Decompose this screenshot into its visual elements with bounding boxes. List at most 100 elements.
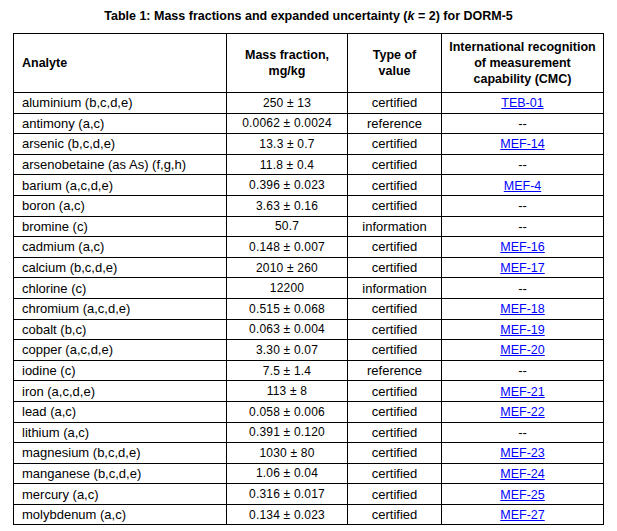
- analyte-cell: chlorine (c): [14, 278, 227, 299]
- type-of-value-cell: certified: [348, 175, 442, 196]
- table-row: aluminium (b,c,d,e)250 ± 13certified TEB-…: [14, 93, 604, 114]
- analyte-cell: barium (a,c,d,e): [14, 175, 227, 196]
- mass-fraction-cell: 7.5 ± 1.4: [227, 360, 348, 381]
- type-of-value-cell: certified: [348, 257, 442, 278]
- cmc-cell: MEF-18: [442, 298, 604, 319]
- mass-fraction-cell: 0.148 ± 0.007: [227, 237, 348, 258]
- cmc-link[interactable]: MEF-25: [500, 488, 544, 502]
- type-of-value-cell: certified: [348, 463, 442, 484]
- mass-fraction-cell: 0.396 ± 0.023: [227, 175, 348, 196]
- type-of-value-cell: certified: [348, 134, 442, 155]
- cmc-link[interactable]: MEF-16: [500, 240, 544, 254]
- cmc-cell: MEF-22: [442, 401, 604, 422]
- mass-fraction-cell: 0.515 ± 0.068: [227, 298, 348, 319]
- table-row: copper (a,c,d,e)3.30 ± 0.07certifiedMEF-…: [14, 340, 604, 361]
- mass-fraction-cell: 250 ± 13: [227, 93, 348, 114]
- cmc-cell: MEF-4: [442, 175, 604, 196]
- table-row: calcium (b,c,d,e)2010 ± 260certifiedMEF-…: [14, 257, 604, 278]
- cmc-cell: MEF-14: [442, 134, 604, 155]
- cmc-link[interactable]: MEF-21: [500, 385, 544, 399]
- cmc-cell: MEF-16: [442, 237, 604, 258]
- cmc-cell: MEF-23: [442, 443, 604, 464]
- mass-fraction-cell: 113 ± 8: [227, 381, 348, 402]
- analyte-cell: calcium (b,c,d,e): [14, 257, 227, 278]
- cmc-link[interactable]: MEF-23: [500, 446, 544, 460]
- table-row: bromine (c)50.7information--: [14, 216, 604, 237]
- analyte-cell: iron (a,c,d,e): [14, 381, 227, 402]
- table-row: barium (a,c,d,e)0.396 ± 0.023certified ME…: [14, 175, 604, 196]
- analyte-cell: cadmium (a,c): [14, 237, 227, 258]
- type-of-value-cell: certified: [348, 93, 442, 114]
- analyte-cell: bromine (c): [14, 216, 227, 237]
- cmc-link[interactable]: MEF-4: [504, 179, 542, 193]
- analyte-cell: lead (a,c): [14, 401, 227, 422]
- type-of-value-cell: certified: [348, 154, 442, 175]
- analyte-cell: manganese (b,c,d,e): [14, 463, 227, 484]
- cmc-link[interactable]: MEF-24: [500, 467, 544, 481]
- cmc-link[interactable]: MEF-18: [500, 302, 544, 316]
- type-of-value-cell: information: [348, 278, 442, 299]
- table-row: chromium (a,c,d,e)0.515 ± 0.068certified…: [14, 298, 604, 319]
- cmc-empty-marker: --: [442, 422, 604, 443]
- type-of-value-cell: reference: [348, 360, 442, 381]
- column-header-mass-fraction: Mass fraction, mg/kg: [227, 34, 348, 93]
- column-header-analyte: Analyte: [14, 34, 227, 93]
- mass-fraction-cell: 1030 ± 80: [227, 443, 348, 464]
- column-header-type-of-value: Type of value: [348, 34, 442, 93]
- cmc-empty-marker: --: [442, 216, 604, 237]
- analyte-cell: lithium (a,c): [14, 422, 227, 443]
- cmc-link[interactable]: MEF-22: [500, 405, 544, 419]
- cmc-cell: MEF-27: [442, 504, 604, 525]
- table-row: arsenobetaine (as As) (f,g,h)11.8 ± 0.4c…: [14, 154, 604, 175]
- cmc-cell: TEB-01: [442, 93, 604, 114]
- analyte-cell: antimony (a,c): [14, 113, 227, 134]
- cmc-empty-marker: --: [442, 113, 604, 134]
- table-body: aluminium (b,c,d,e)250 ± 13certifiedTEB-…: [14, 93, 604, 525]
- cmc-empty-marker: --: [442, 360, 604, 381]
- table-title: Table 1: Mass fractions and expanded unc…: [0, 0, 617, 24]
- type-of-value-cell: certified: [348, 504, 442, 525]
- table-row: chlorine (c)12200information--: [14, 278, 604, 299]
- analyte-cell: molybdenum (a,c): [14, 504, 227, 525]
- analyte-cell: aluminium (b,c,d,e): [14, 93, 227, 114]
- column-header-cmc: International recognition of measurement…: [442, 34, 604, 93]
- table-row: iron (a,c,d,e)113 ± 8certified MEF-21: [14, 381, 604, 402]
- table-row: cadmium (a,c)0.148 ± 0.007certified MEF-1…: [14, 237, 604, 258]
- analyte-cell: mercury (a,c): [14, 484, 227, 505]
- table-row: manganese (b,c,d,e)1.06 ± 0.04certified M…: [14, 463, 604, 484]
- cmc-empty-marker: --: [442, 195, 604, 216]
- type-of-value-cell: certified: [348, 381, 442, 402]
- analyte-cell: arsenic (b,c,d,e): [14, 134, 227, 155]
- table-row: antimony (a,c)0.0062 ± 0.0024reference--: [14, 113, 604, 134]
- title-suffix: = 2) for DORM-5: [415, 9, 513, 23]
- title-prefix: Table 1: Mass fractions and expanded unc…: [104, 9, 407, 23]
- type-of-value-cell: certified: [348, 443, 442, 464]
- type-of-value-cell: certified: [348, 422, 442, 443]
- type-of-value-cell: certified: [348, 401, 442, 422]
- mass-fraction-cell: 0.316 ± 0.017: [227, 484, 348, 505]
- cmc-cell: MEF-25: [442, 484, 604, 505]
- cmc-link[interactable]: MEF-17: [500, 261, 544, 275]
- header-row: Analyte Mass fraction, mg/kg Type of val…: [14, 34, 604, 93]
- type-of-value-cell: certified: [348, 237, 442, 258]
- cmc-link[interactable]: MEF-27: [500, 508, 544, 522]
- cmc-link[interactable]: MEF-20: [500, 343, 544, 357]
- cmc-cell: MEF-17: [442, 257, 604, 278]
- mass-fraction-cell: 1.06 ± 0.04: [227, 463, 348, 484]
- cmc-cell: MEF-24: [442, 463, 604, 484]
- cmc-link[interactable]: TEB-01: [501, 96, 543, 110]
- type-of-value-cell: certified: [348, 319, 442, 340]
- cmc-cell: MEF-19: [442, 319, 604, 340]
- mass-fraction-cell: 13.3 ± 0.7: [227, 134, 348, 155]
- analyte-cell: boron (a,c): [14, 195, 227, 216]
- mass-fraction-cell: 0.134 ± 0.023: [227, 504, 348, 525]
- analyte-cell: cobalt (b,c): [14, 319, 227, 340]
- type-of-value-cell: reference: [348, 113, 442, 134]
- table-row: iodine (c)7.5 ± 1.4reference--: [14, 360, 604, 381]
- mass-fraction-cell: 0.0062 ± 0.0024: [227, 113, 348, 134]
- cmc-link[interactable]: MEF-14: [500, 137, 544, 151]
- cmc-cell: MEF-21: [442, 381, 604, 402]
- table-row: magnesium (b,c,d,e)1030 ± 80certifiedMEF…: [14, 443, 604, 464]
- cmc-link[interactable]: MEF-19: [500, 323, 544, 337]
- table-row: molybdenum (a,c)0.134 ± 0.023certified ME…: [14, 504, 604, 525]
